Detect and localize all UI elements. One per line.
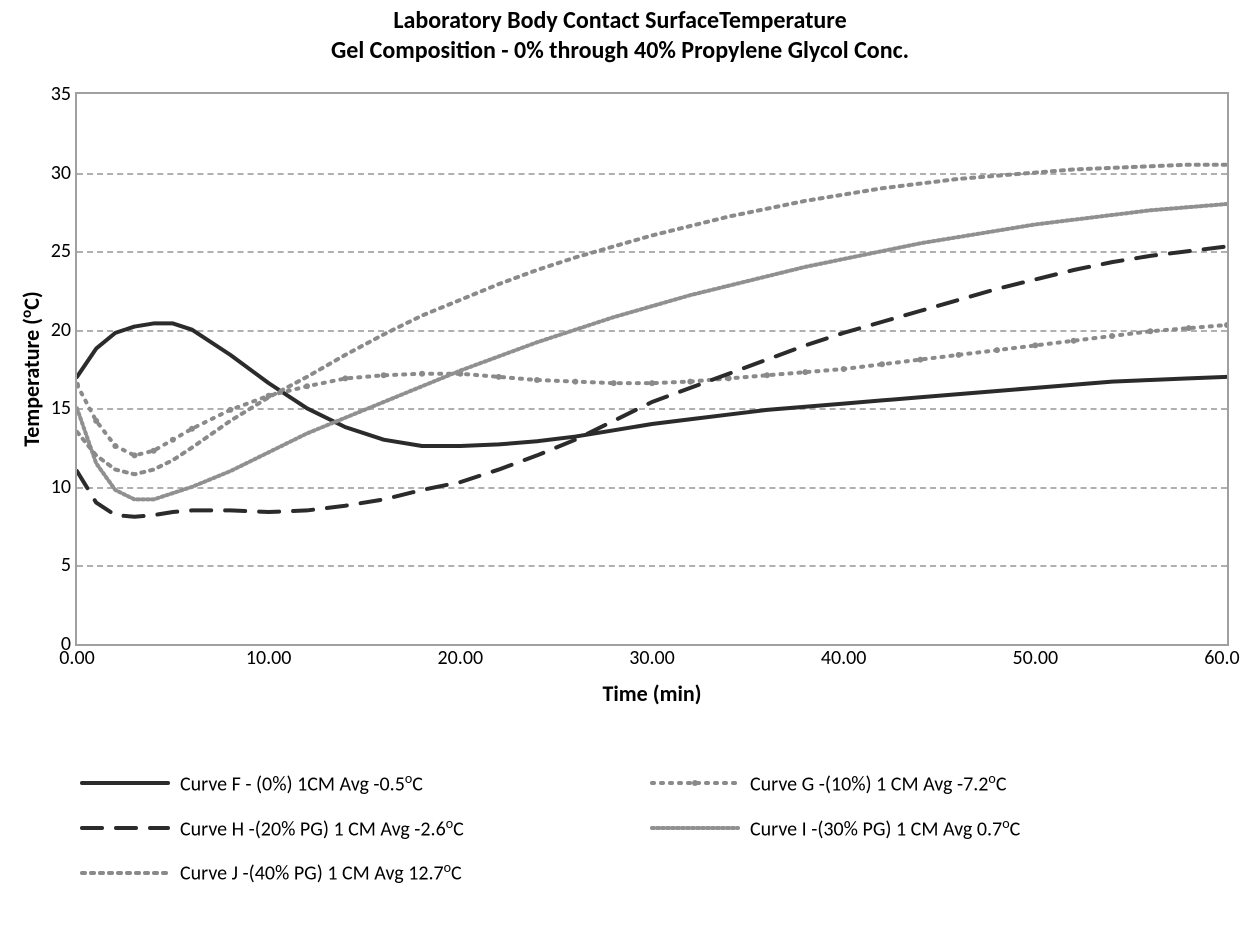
- legend-swatch: [80, 816, 170, 840]
- xtick-label: 50.00: [1013, 646, 1059, 670]
- chart-title-line2: Gel Composition - 0% through 40% Propyle…: [0, 36, 1240, 66]
- series-marker: [534, 377, 540, 383]
- ytick-label: 35: [51, 82, 71, 106]
- series-marker: [342, 375, 348, 381]
- xtick-label: 40.00: [821, 646, 867, 670]
- series-marker: [572, 379, 578, 385]
- x-axis-label: Time (min): [602, 680, 701, 707]
- series-marker: [917, 357, 923, 363]
- series-marker: [170, 437, 176, 443]
- legend-swatch: [80, 771, 170, 795]
- series-marker: [93, 418, 99, 424]
- series-marker: [649, 380, 655, 386]
- series-marker: [879, 361, 885, 367]
- ytick-label: 15: [51, 396, 71, 420]
- series-marker: [227, 407, 233, 413]
- legend-swatch: [80, 861, 170, 885]
- series-marker: [1147, 328, 1153, 334]
- series-marker: [1109, 333, 1115, 339]
- legend-label: Curve F - (0%) 1CM Avg -0.5oC: [180, 770, 423, 797]
- y-axis-label: Temperature (oC): [17, 291, 45, 447]
- series-curveI: [77, 204, 1227, 499]
- series-svg: [77, 94, 1227, 644]
- xtick-label: 30.00: [629, 646, 675, 670]
- xtick-label: 60.00: [1204, 646, 1240, 670]
- series-curveG: [77, 325, 1227, 455]
- legend-entry-curveJ: Curve J -(40% PG) 1 CM Avg 12.7oC: [80, 859, 640, 886]
- xtick-label: 20.00: [438, 646, 484, 670]
- chart-title-line1: Laboratory Body Contact SurfaceTemperatu…: [0, 6, 1240, 36]
- ytick-label: 20: [51, 318, 71, 342]
- series-marker: [802, 369, 808, 375]
- plot-area: 051015202530350.0010.0020.0030.0040.0050…: [75, 92, 1229, 646]
- legend-label: Curve I -(30% PG) 1 CM Avg 0.7oC: [750, 815, 1020, 842]
- series-marker: [112, 443, 118, 449]
- series-marker: [1224, 322, 1227, 328]
- ytick-label: 25: [51, 239, 71, 263]
- chart-legend: Curve F - (0%) 1CM Avg -0.5oC Curve G -(1…: [80, 770, 1210, 886]
- series-marker: [304, 383, 310, 389]
- legend-entry-curveF: Curve F - (0%) 1CM Avg -0.5oC: [80, 770, 640, 797]
- ytick-label: 30: [51, 161, 71, 185]
- series-marker: [1186, 325, 1192, 331]
- chart-title: Laboratory Body Contact SurfaceTemperatu…: [0, 6, 1240, 66]
- legend-entry-curveG: Curve G -(10%) 1 CM Avg -7.2oC: [650, 770, 1210, 797]
- series-marker: [1032, 342, 1038, 348]
- series-marker: [841, 366, 847, 372]
- series-marker: [956, 352, 962, 358]
- series-marker: [132, 452, 138, 458]
- series-marker: [151, 448, 157, 454]
- legend-label: Curve J -(40% PG) 1 CM Avg 12.7oC: [180, 859, 462, 886]
- legend-swatch: [650, 771, 740, 795]
- ytick-label: 10: [51, 475, 71, 499]
- series-marker: [419, 371, 425, 377]
- series-curveJ: [77, 165, 1227, 475]
- legend-swatch: [650, 816, 740, 840]
- series-marker: [381, 372, 387, 378]
- series-marker: [611, 380, 617, 386]
- series-marker: [687, 379, 693, 385]
- legend-entry-curveH: Curve H -(20% PG) 1 CM Avg -2.6oC: [80, 815, 640, 842]
- series-marker: [189, 426, 195, 432]
- xtick-label: 0.00: [59, 646, 94, 670]
- series-marker: [994, 347, 1000, 353]
- ytick-label: 5: [61, 553, 71, 577]
- series-marker: [496, 374, 502, 380]
- legend-entry-curveI: Curve I -(30% PG) 1 CM Avg 0.7oC: [650, 815, 1210, 842]
- xtick-label: 10.00: [246, 646, 292, 670]
- series-marker: [1071, 338, 1077, 344]
- series-marker: [764, 372, 770, 378]
- legend-label: Curve H -(20% PG) 1 CM Avg -2.6oC: [180, 815, 464, 842]
- legend-label: Curve G -(10%) 1 CM Avg -7.2oC: [750, 770, 1006, 797]
- chart-container: Laboratory Body Contact SurfaceTemperatu…: [0, 0, 1240, 932]
